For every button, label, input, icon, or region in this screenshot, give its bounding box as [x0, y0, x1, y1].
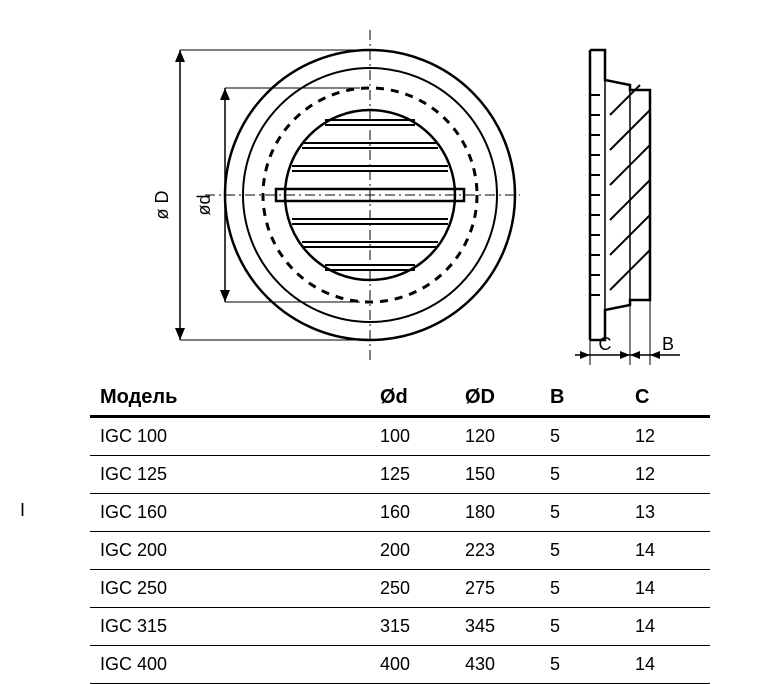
cell-D: 180	[455, 494, 540, 532]
cell-D: 120	[455, 417, 540, 456]
table-row: IGC 125125150512	[90, 456, 710, 494]
header-model: Модель	[90, 380, 370, 417]
table-row: IGC 315315345514	[90, 608, 710, 646]
cell-model: IGC 100	[90, 417, 370, 456]
c-dimension-label: C	[599, 334, 612, 354]
cell-D: 430	[455, 646, 540, 684]
cell-B: 5	[540, 570, 625, 608]
cell-C: 14	[625, 570, 710, 608]
cell-B: 5	[540, 646, 625, 684]
cell-d: 250	[370, 570, 455, 608]
table-row: IGC 160160180513	[90, 494, 710, 532]
cell-d: 160	[370, 494, 455, 532]
cell-D: 275	[455, 570, 540, 608]
cell-d: 100	[370, 417, 455, 456]
cell-B: 5	[540, 608, 625, 646]
b-dimension-label: B	[662, 334, 674, 354]
front-view-diagram: ø D ød	[150, 30, 520, 365]
cell-C: 12	[625, 456, 710, 494]
cell-model: IGC 125	[90, 456, 370, 494]
cell-model: IGC 315	[90, 608, 370, 646]
inner-diameter-label: ød	[194, 194, 214, 215]
cell-d: 400	[370, 646, 455, 684]
header-d: Ød	[370, 380, 455, 417]
cell-D: 345	[455, 608, 540, 646]
table-row: IGC 250250275514	[90, 570, 710, 608]
cell-D: 223	[455, 532, 540, 570]
cell-C: 14	[625, 646, 710, 684]
table-row: IGC 400400430514	[90, 646, 710, 684]
cell-model: IGC 160	[90, 494, 370, 532]
cell-B: 5	[540, 532, 625, 570]
cell-C: 13	[625, 494, 710, 532]
cell-B: 5	[540, 417, 625, 456]
cell-d: 315	[370, 608, 455, 646]
outer-diameter-label: ø D	[152, 191, 172, 220]
spec-table-container: Модель Ød ØD B C IGC 100100120512IGC 125…	[20, 380, 744, 684]
header-D: ØD	[455, 380, 540, 417]
table-row: IGC 200200223514	[90, 532, 710, 570]
cell-d: 200	[370, 532, 455, 570]
cell-model: IGC 400	[90, 646, 370, 684]
table-header-row: Модель Ød ØD B C	[90, 380, 710, 417]
header-C: C	[625, 380, 710, 417]
cell-C: 12	[625, 417, 710, 456]
table-row: IGC 100100120512	[90, 417, 710, 456]
cell-d: 125	[370, 456, 455, 494]
spec-table: Модель Ød ØD B C IGC 100100120512IGC 125…	[90, 380, 710, 684]
side-marker: I	[20, 500, 25, 521]
cell-C: 14	[625, 608, 710, 646]
side-view-diagram: C B	[550, 30, 720, 375]
header-B: B	[540, 380, 625, 417]
cell-B: 5	[540, 494, 625, 532]
cell-model: IGC 200	[90, 532, 370, 570]
cell-D: 150	[455, 456, 540, 494]
cell-B: 5	[540, 456, 625, 494]
cell-model: IGC 250	[90, 570, 370, 608]
cell-C: 14	[625, 532, 710, 570]
technical-diagram: ø D ød	[20, 20, 744, 360]
